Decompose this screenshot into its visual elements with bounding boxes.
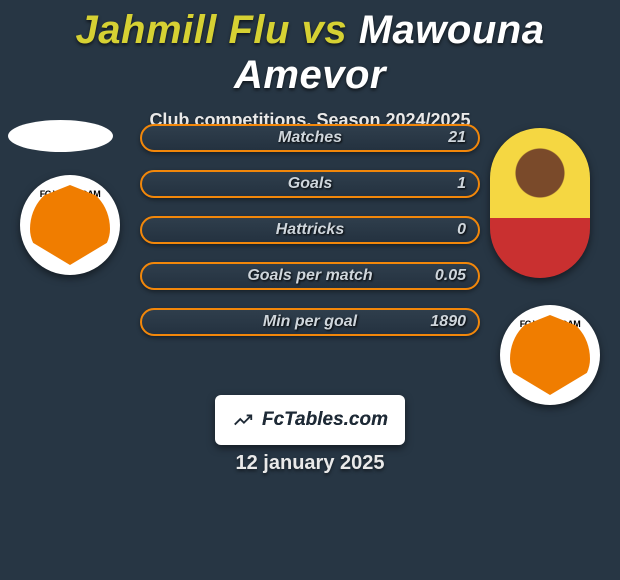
brand-badge: FcTables.com	[215, 395, 405, 445]
stats-table: Matches 21 Goals 1 Hattricks 0 Goals per…	[140, 124, 480, 354]
page-title: Jahmill Flu vs Mawouna Amevor	[0, 0, 620, 98]
stat-row: Hattricks 0	[140, 216, 480, 244]
crest-club-name: FC VOLENDAM	[20, 189, 120, 199]
crest-sail-icon	[60, 201, 86, 235]
crest-club-name: FC VOLENDAM	[500, 319, 600, 329]
stat-label: Min per goal	[140, 308, 480, 336]
player2-photo	[490, 128, 590, 278]
stat-label: Hattricks	[140, 216, 480, 244]
stat-label: Matches	[140, 124, 480, 152]
crest-ball-icon	[562, 329, 578, 345]
vs-text: vs	[302, 8, 348, 52]
stat-label: Goals per match	[140, 262, 480, 290]
chart-icon	[232, 409, 254, 431]
stat-value-right: 1890	[430, 308, 466, 336]
stat-row: Matches 21	[140, 124, 480, 152]
date-text: 12 january 2025	[0, 452, 620, 475]
crest-ball-icon	[82, 199, 98, 215]
stat-value-right: 21	[448, 124, 466, 152]
stat-value-right: 1	[457, 170, 466, 198]
brand-text: FcTables.com	[262, 409, 388, 431]
player2-club-crest: FC VOLENDAM	[500, 305, 600, 405]
player1-photo-placeholder	[8, 120, 113, 152]
stat-row: Min per goal 1890	[140, 308, 480, 336]
stat-row: Goals 1	[140, 170, 480, 198]
stat-row: Goals per match 0.05	[140, 262, 480, 290]
crest-sail-icon	[540, 331, 566, 365]
stat-label: Goals	[140, 170, 480, 198]
stat-value-right: 0.05	[435, 262, 466, 290]
player1-club-crest: FC VOLENDAM	[20, 175, 120, 275]
stat-value-right: 0	[457, 216, 466, 244]
player1-name: Jahmill Flu	[76, 8, 290, 52]
